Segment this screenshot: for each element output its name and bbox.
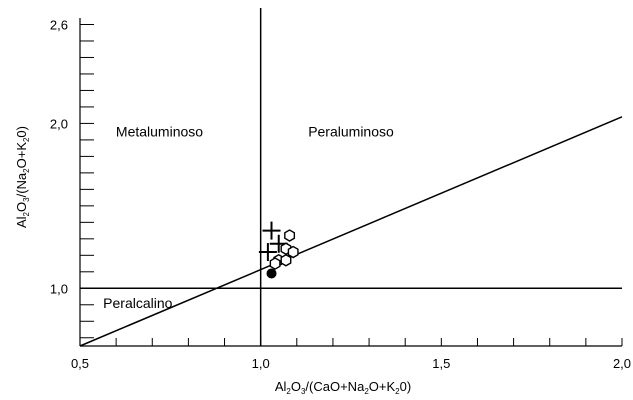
title-part: O+K — [369, 379, 396, 394]
x-tick-label: 1,0 — [252, 356, 270, 371]
cross-marker — [258, 243, 277, 262]
title-part: /(CaO+Na — [305, 379, 365, 394]
x-axis-title: Al2O3/(CaO+Na2O+K20) — [275, 379, 411, 396]
y-tick-label: 2,6 — [50, 17, 68, 32]
x-tick-label: 2,0 — [613, 356, 631, 371]
subscript: 2 — [286, 387, 291, 396]
y-tick-label: 1,0 — [50, 281, 68, 296]
subscript: 2 — [22, 211, 31, 216]
region-labels: Metaluminoso Peraluminoso Peralcalino — [103, 124, 394, 311]
boundary-lines — [79, 8, 623, 347]
title-part: O — [14, 202, 29, 212]
axis-titles: Al2O3/(CaO+Na2O+K20)Al2O3/(Na2O+K20) — [14, 126, 411, 396]
region-label-metaluminoso: Metaluminoso — [116, 124, 203, 140]
filled-circle-marker — [266, 268, 277, 279]
x-tick-label: 0,5 — [71, 356, 89, 371]
axes: 0,5 1,0 1,5 2,0 1,0 2,0 2,6 — [50, 17, 631, 371]
hexagon-marker — [269, 257, 281, 270]
title-part: 0) — [14, 126, 29, 138]
boundary-diagonal — [79, 116, 623, 347]
hexagon-marker — [280, 253, 292, 267]
title-part: Al — [275, 379, 287, 394]
hexagon-marker — [284, 229, 296, 242]
hexagon-marker — [287, 245, 299, 259]
region-label-peralcalino: Peralcalino — [103, 295, 172, 311]
subscript: 2 — [395, 387, 400, 396]
y-axis-title: Al2O3/(Na2O+K20) — [14, 126, 31, 228]
subscript: 3 — [301, 387, 306, 396]
subscript: 2 — [22, 137, 31, 142]
title-part: /(Na — [14, 172, 29, 197]
subscript: 2 — [22, 168, 31, 173]
subscript: 3 — [22, 197, 31, 202]
cross-marker — [262, 221, 281, 240]
data-points — [258, 221, 299, 279]
y-tick-label: 2,0 — [50, 116, 68, 131]
title-part: O — [291, 379, 301, 394]
x-tick-label: 1,5 — [432, 356, 450, 371]
region-label-peraluminoso: Peraluminoso — [308, 124, 394, 140]
subscript: 2 — [364, 387, 369, 396]
title-part: Al — [14, 216, 29, 228]
title-part: 0) — [400, 379, 412, 394]
title-part: O+K — [14, 142, 29, 169]
